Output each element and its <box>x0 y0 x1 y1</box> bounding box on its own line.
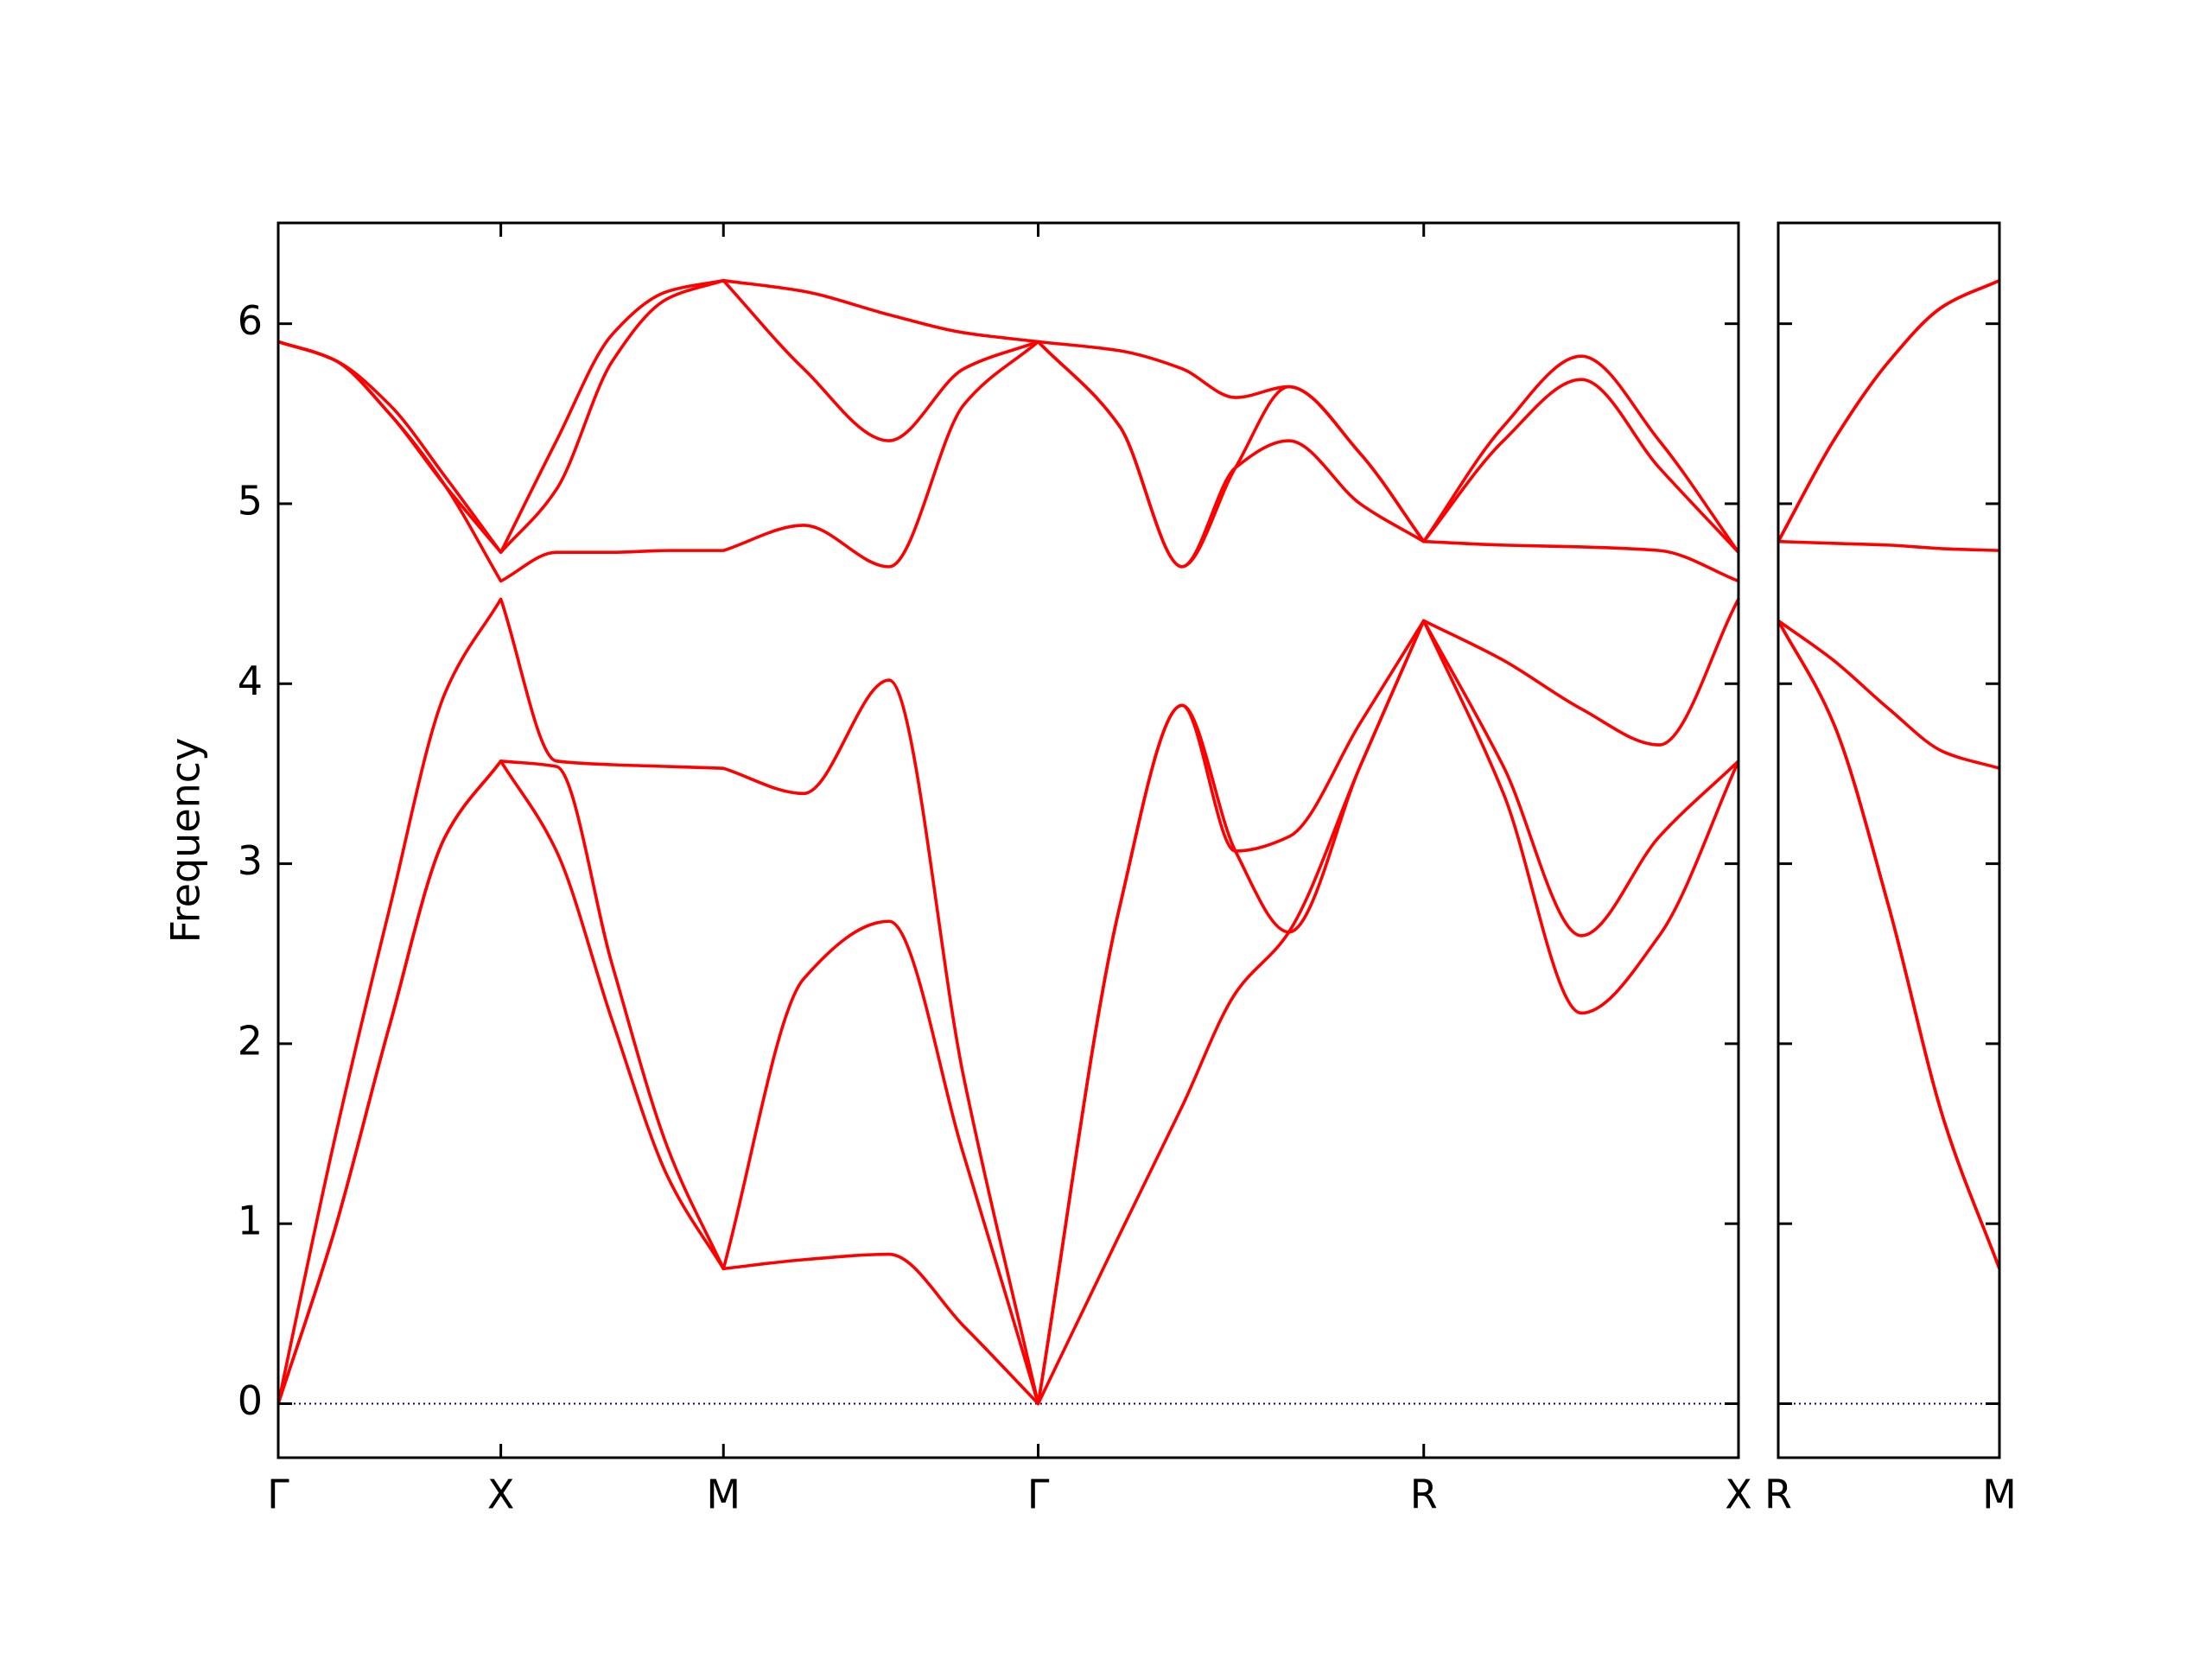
band-line <box>278 278 1738 569</box>
y-tick-label: 2 <box>238 1017 263 1064</box>
band-line <box>1778 619 1999 770</box>
x-tick-label: M <box>1982 1471 2017 1518</box>
y-tick-label: 5 <box>238 477 263 524</box>
band-line <box>278 619 1738 1406</box>
band-line <box>278 597 1738 1406</box>
plot-area <box>278 278 1738 1406</box>
plot-frame <box>1777 221 2001 1459</box>
y-tick-label: 4 <box>238 658 263 704</box>
y-axis-label: Frequency <box>162 738 209 944</box>
plot-frame <box>276 221 1740 1459</box>
band-line <box>1778 620 1999 1269</box>
x-tick-label: Γ <box>267 1471 289 1518</box>
band-line <box>278 619 1738 1406</box>
x-tick-label: R <box>1410 1471 1438 1518</box>
x-tick-label: M <box>706 1471 741 1518</box>
x-tick-label: R <box>1764 1471 1792 1518</box>
band-line <box>1778 279 1999 543</box>
y-tick-label: 1 <box>238 1198 263 1244</box>
band-line <box>1778 279 1999 543</box>
band-line <box>1778 620 1999 1269</box>
y-tick-label: 3 <box>238 837 263 884</box>
band-line <box>1778 539 1999 552</box>
band-line <box>278 278 1738 555</box>
x-tick-label: X <box>487 1471 515 1518</box>
y-tick-label: 6 <box>238 297 263 344</box>
y-tick-label: 0 <box>238 1377 263 1424</box>
x-tick-label: X <box>1725 1471 1752 1518</box>
x-tick-label: Γ <box>1027 1471 1050 1518</box>
band-line <box>278 340 1738 583</box>
plot-area <box>1778 279 1999 1269</box>
